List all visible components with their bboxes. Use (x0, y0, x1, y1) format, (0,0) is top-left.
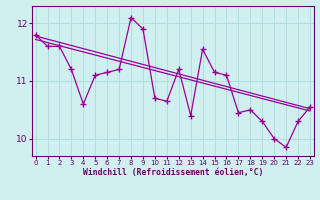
X-axis label: Windchill (Refroidissement éolien,°C): Windchill (Refroidissement éolien,°C) (83, 168, 263, 177)
